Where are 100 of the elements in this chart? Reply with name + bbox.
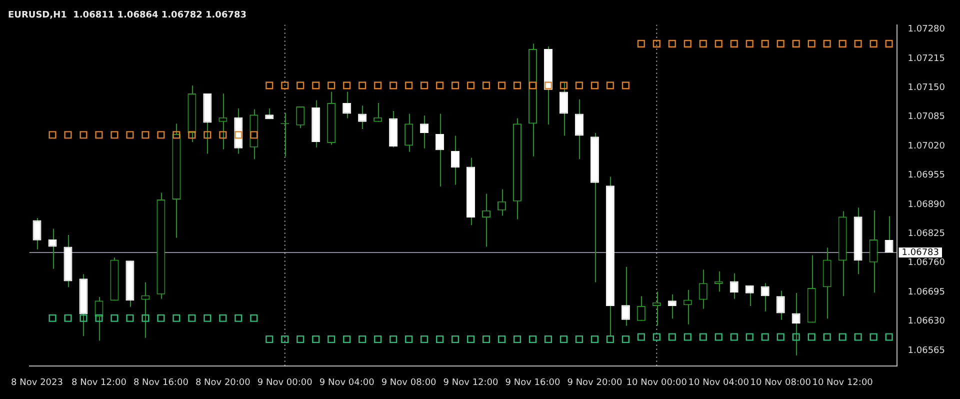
point <box>281 335 289 344</box>
point <box>838 333 846 341</box>
point <box>451 82 460 90</box>
point <box>64 314 72 322</box>
point <box>606 335 614 344</box>
candlestick <box>760 282 770 312</box>
x-tick-label: 8 Nov 16:00 <box>133 378 189 388</box>
point <box>48 131 56 139</box>
point <box>312 82 320 90</box>
point <box>126 131 134 139</box>
point <box>637 40 645 48</box>
point <box>761 333 769 341</box>
candlestick <box>436 113 444 188</box>
point <box>652 40 660 48</box>
point <box>234 314 242 322</box>
point <box>622 82 630 90</box>
ref-line-label: 1.06783 <box>902 248 939 258</box>
point <box>714 40 722 48</box>
point <box>405 335 413 344</box>
x-tick-label: 8 Nov 2023 <box>11 378 63 388</box>
point <box>652 333 660 341</box>
point <box>498 335 506 344</box>
point <box>343 82 351 90</box>
point <box>482 335 490 344</box>
candlestick <box>792 292 800 356</box>
y-tick-label: 1.06695 <box>908 287 945 298</box>
candlestick <box>621 266 630 326</box>
point <box>870 333 878 341</box>
y-tick-label: 1.06955 <box>908 170 945 181</box>
point <box>560 335 568 344</box>
point <box>684 333 692 341</box>
point <box>606 82 614 90</box>
point <box>172 314 180 322</box>
point <box>157 314 165 322</box>
point <box>405 82 413 90</box>
point <box>699 40 707 48</box>
point <box>451 335 460 344</box>
point <box>95 131 103 139</box>
point <box>110 314 118 322</box>
point <box>312 335 320 344</box>
point <box>219 314 227 322</box>
point <box>328 82 336 90</box>
x-tick-label: 9 Nov 04:00 <box>319 378 375 388</box>
point <box>482 82 490 90</box>
point <box>730 40 738 48</box>
candlestick <box>668 294 676 320</box>
candlestick <box>482 193 491 248</box>
point <box>838 40 846 48</box>
point <box>172 131 180 139</box>
y-tick-label: 1.06630 <box>908 316 946 327</box>
point <box>808 333 816 341</box>
y-tick-label: 1.07150 <box>908 83 946 94</box>
point <box>204 314 212 322</box>
y-tick-label: 1.07020 <box>908 141 946 152</box>
point <box>343 335 351 344</box>
x-tick-label: 8 Nov 12:00 <box>72 378 127 388</box>
point <box>219 131 227 139</box>
point <box>590 335 598 344</box>
point <box>854 333 862 341</box>
point <box>188 314 196 322</box>
y-tick-label: 1.07280 <box>908 24 946 35</box>
point <box>48 314 56 322</box>
point <box>885 333 893 341</box>
point <box>528 335 537 344</box>
candlestick <box>869 210 878 294</box>
x-tick-label: 9 Nov 08:00 <box>381 378 437 388</box>
point <box>776 333 784 341</box>
point <box>188 131 196 139</box>
candlestick <box>451 135 460 186</box>
point <box>575 335 583 344</box>
point <box>296 82 304 90</box>
point <box>80 131 88 139</box>
point <box>64 131 72 139</box>
point <box>142 314 150 322</box>
point <box>374 335 382 344</box>
point <box>792 333 800 341</box>
candlestick <box>141 282 150 338</box>
point <box>498 82 506 90</box>
point <box>684 40 692 48</box>
candlestick <box>652 291 661 326</box>
candlestick <box>698 269 708 310</box>
point <box>390 335 398 344</box>
point <box>513 335 522 344</box>
y-tick-label: 1.07215 <box>908 54 945 64</box>
point <box>870 40 878 48</box>
point <box>420 335 428 344</box>
candlestick <box>683 289 692 325</box>
chart-title: EURUSD,H1 1.06811 1.06864 1.06782 1.06783 <box>8 10 246 21</box>
point <box>266 82 274 90</box>
point <box>560 82 568 90</box>
candlestick <box>218 93 228 150</box>
point <box>854 40 862 48</box>
x-tick-label: 10 Nov 08:00 <box>750 378 812 388</box>
point <box>730 333 738 341</box>
candlestick <box>404 113 414 152</box>
x-tick-label: 10 Nov 12:00 <box>812 378 874 388</box>
point <box>699 333 707 341</box>
point <box>436 82 444 90</box>
y-tick-label: 1.06825 <box>908 229 945 240</box>
point <box>544 335 552 344</box>
